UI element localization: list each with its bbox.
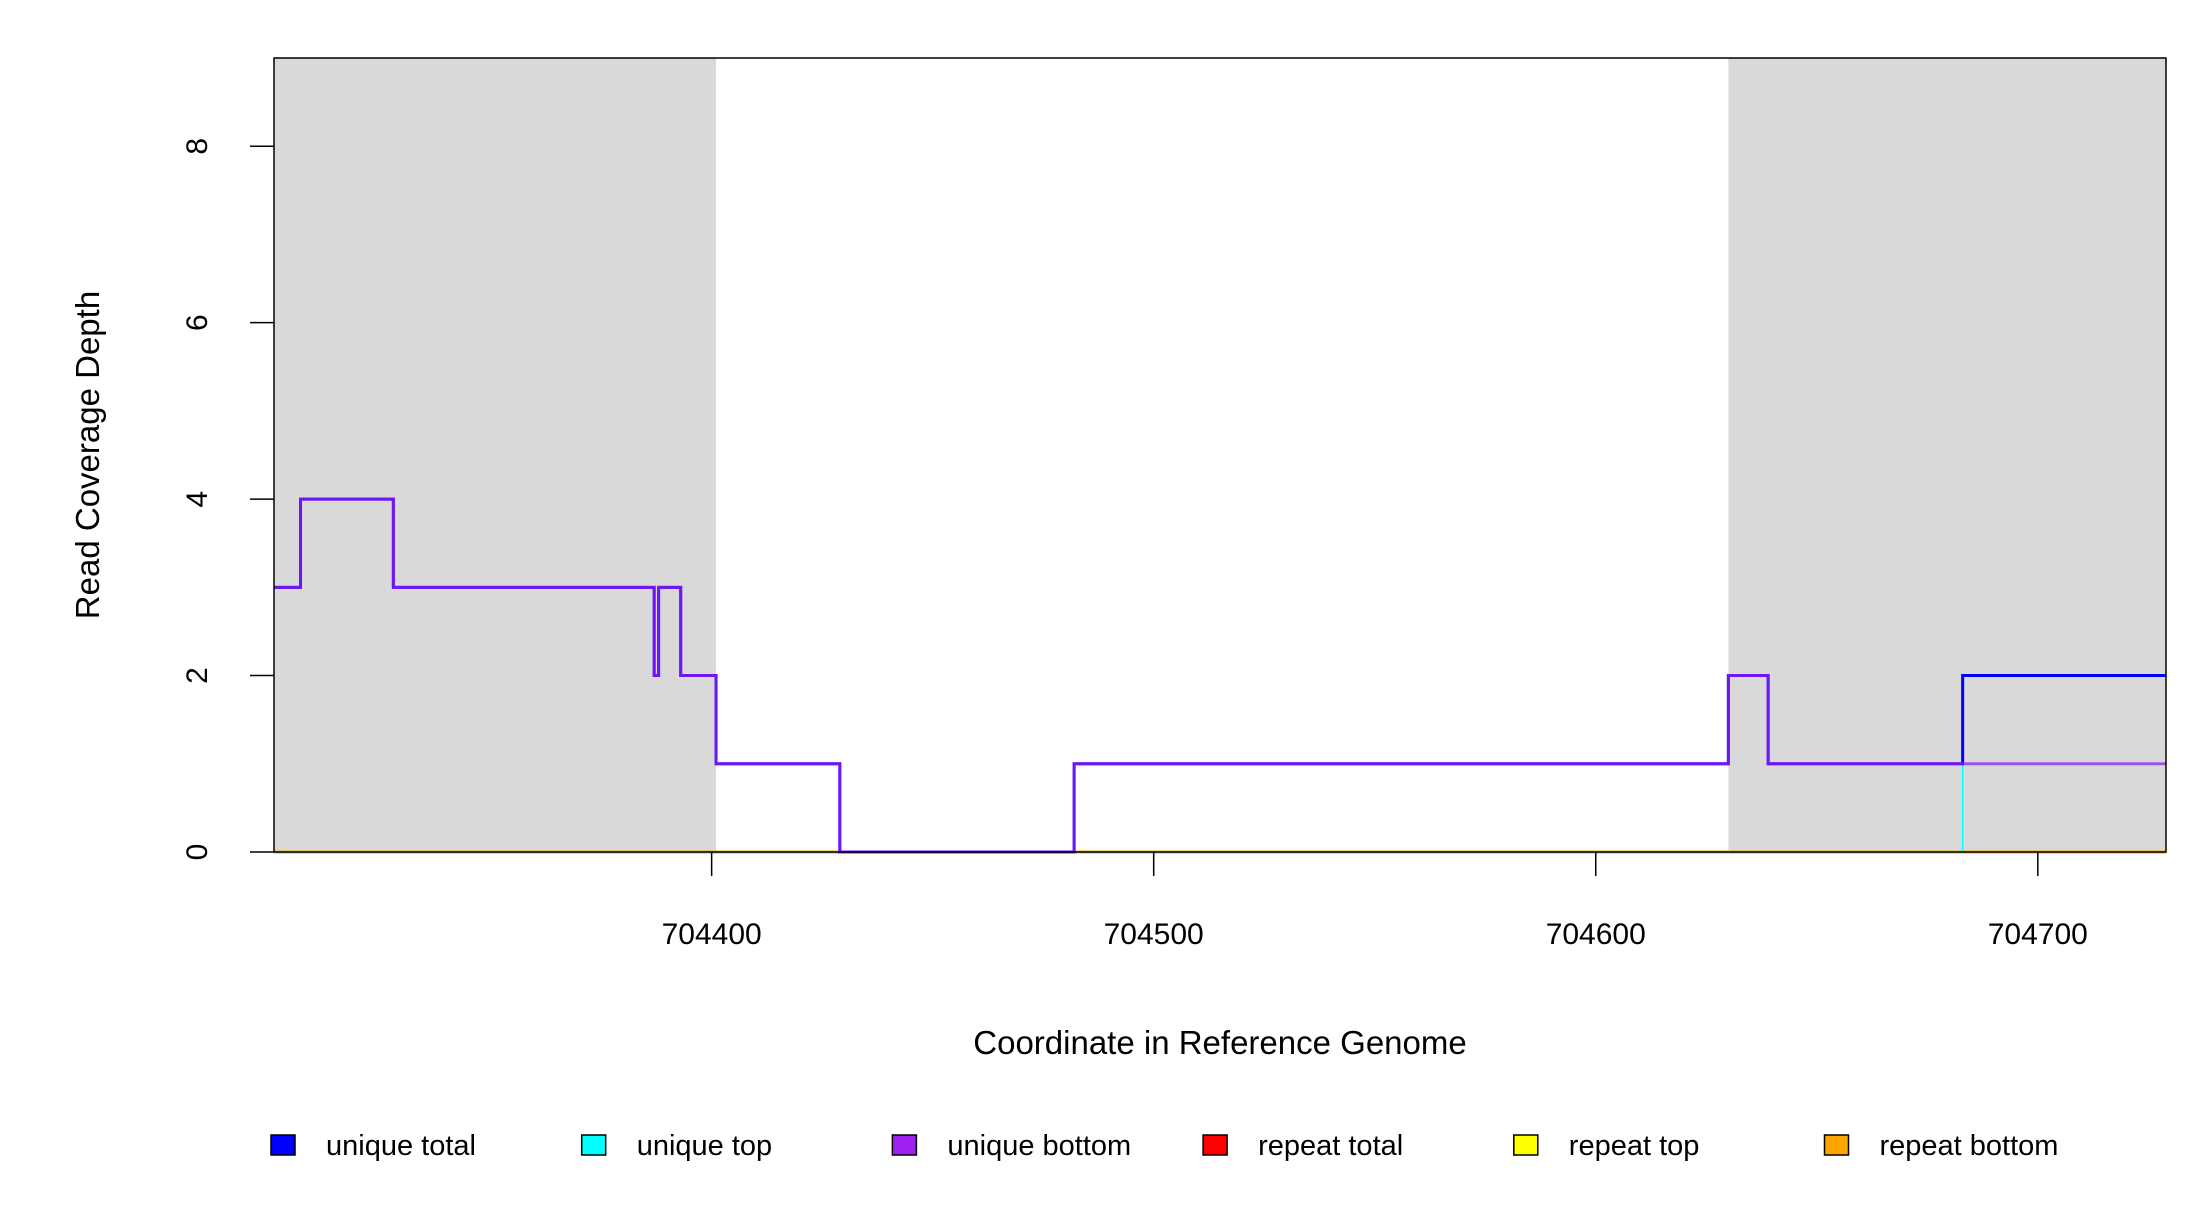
legend-label: repeat top <box>1569 1130 1700 1162</box>
x-tick-label: 704400 <box>662 918 762 951</box>
shaded-region <box>1728 58 2166 852</box>
legend-label: repeat bottom <box>1880 1130 2059 1162</box>
legend-swatch-repeat-total <box>1202 1134 1228 1156</box>
plot-frame <box>273 57 2167 853</box>
y-axis: 0 2 4 6 8 <box>181 138 274 860</box>
legend-swatch-unique-top <box>580 1134 607 1156</box>
x-tick-label: 704600 <box>1546 918 1646 951</box>
y-tick-label: 8 <box>181 138 214 155</box>
shaded-regions <box>274 58 2166 852</box>
y-tick-label: 4 <box>181 491 214 508</box>
legend-swatch-unique-total <box>270 1134 296 1156</box>
shaded-region <box>274 58 717 852</box>
x-tick-label: 704500 <box>1104 918 1204 951</box>
legend-swatch-repeat-top <box>1513 1134 1539 1156</box>
legend-swatch-repeat-bottom <box>1823 1134 1850 1156</box>
y-tick-label: 2 <box>181 667 214 684</box>
x-tick-label: 704700 <box>1988 918 2088 951</box>
legend-label: unique total <box>326 1130 476 1162</box>
legend-swatch-unique-bottom <box>891 1134 918 1156</box>
x-axis-title: Coordinate in Reference Genome <box>973 1024 1466 1061</box>
legend-label: repeat total <box>1258 1130 1403 1162</box>
legend: unique total unique top unique bottom repea… <box>270 1130 2059 1162</box>
legend-label: unique top <box>637 1130 772 1162</box>
y-tick-label: 6 <box>181 314 214 331</box>
x-axis: 704400 704500 704600 704700 <box>662 852 2088 951</box>
legend-label: unique bottom <box>947 1130 1131 1162</box>
y-axis-title: Read Coverage Depth <box>69 291 106 619</box>
series-line-unique-bottom <box>274 497 2166 854</box>
y-tick-label: 0 <box>181 844 214 861</box>
